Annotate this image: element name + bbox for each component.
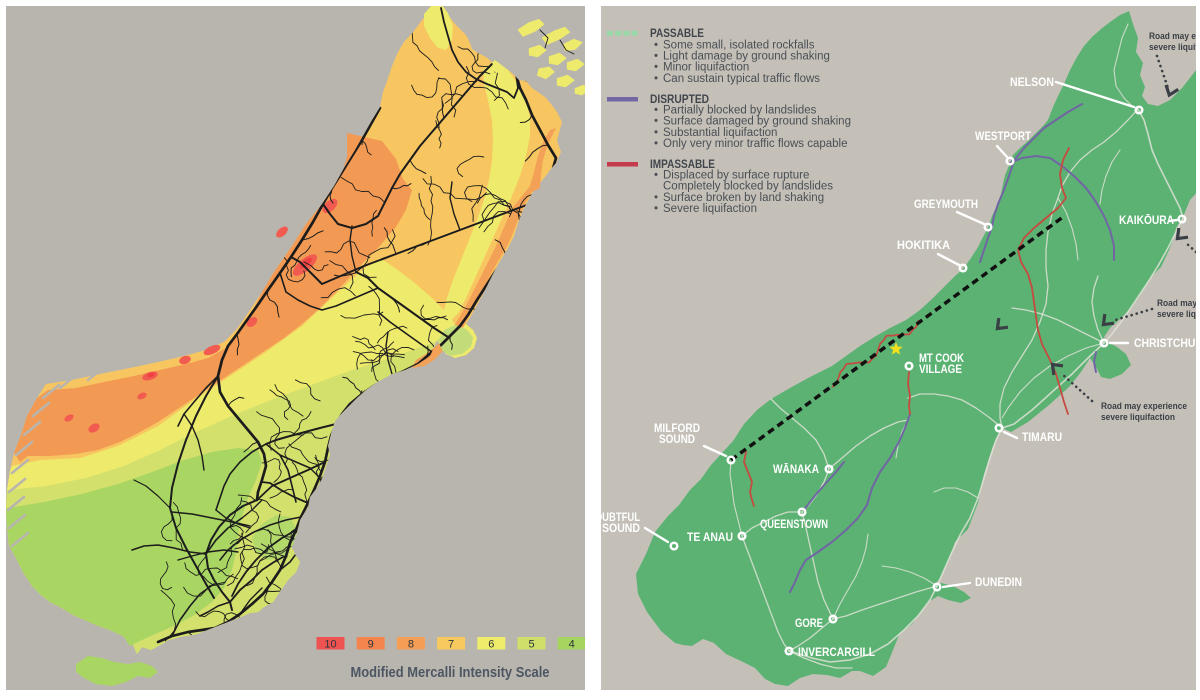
svg-text:•: • xyxy=(654,105,658,117)
svg-text:INVERCARGILL: INVERCARGILL xyxy=(798,647,875,659)
svg-text:KAIKŌURA: KAIKŌURA xyxy=(1119,215,1174,227)
svg-text:TE ANAU: TE ANAU xyxy=(687,532,733,544)
svg-text:MT COOK: MT COOK xyxy=(919,353,965,365)
svg-text:MILFORD: MILFORD xyxy=(654,423,700,435)
svg-text:Road may experience: Road may experience xyxy=(1101,401,1187,412)
svg-text:•: • xyxy=(654,127,658,139)
svg-text:•: • xyxy=(654,116,658,128)
svg-text:Surface damaged by ground shak: Surface damaged by ground shaking xyxy=(663,116,851,128)
svg-text:5: 5 xyxy=(528,639,534,651)
svg-text:Completely blocked by landslid: Completely blocked by landslides xyxy=(663,181,833,193)
svg-text:Minor liquifaction: Minor liquifaction xyxy=(663,62,749,74)
svg-text:HOKITIKA: HOKITIKA xyxy=(897,240,950,252)
svg-text:Road may experience: Road may experience xyxy=(1149,31,1200,42)
svg-text:6: 6 xyxy=(488,639,494,651)
svg-text:VILLAGE: VILLAGE xyxy=(919,364,962,376)
svg-text:9: 9 xyxy=(368,639,374,651)
svg-text:Partially blocked by landslide: Partially blocked by landslides xyxy=(663,105,817,117)
svg-text:8: 8 xyxy=(408,639,414,651)
svg-text:PASSABLE: PASSABLE xyxy=(650,28,704,40)
svg-text:TIMARU: TIMARU xyxy=(1022,432,1062,444)
svg-text:NELSON: NELSON xyxy=(1010,77,1054,89)
svg-text:WESTPORT: WESTPORT xyxy=(975,131,1031,143)
svg-text:Severe liquifaction: Severe liquifaction xyxy=(663,203,757,215)
svg-text:Surface broken by land shaking: Surface broken by land shaking xyxy=(663,192,824,204)
svg-text:•: • xyxy=(654,192,658,204)
svg-text:Substantial liquifaction: Substantial liquifaction xyxy=(663,127,777,139)
svg-text:Can sustain typical traffic fl: Can sustain typical traffic flows xyxy=(663,73,820,85)
svg-text:Modified Mercalli Intensity Sc: Modified Mercalli Intensity Scale xyxy=(351,665,550,681)
svg-text:Displaced by surface rupture: Displaced by surface rupture xyxy=(663,170,809,182)
svg-text:•: • xyxy=(654,39,658,51)
svg-text:IMPASSABLE: IMPASSABLE xyxy=(650,159,715,171)
svg-text:Only very minor traffic flows: Only very minor traffic flows capable xyxy=(663,138,848,150)
svg-text:•: • xyxy=(654,51,658,63)
svg-text:4: 4 xyxy=(569,639,575,651)
svg-text:QUEENSTOWN: QUEENSTOWN xyxy=(760,519,828,531)
svg-text:Some small, isolated rockfalls: Some small, isolated rockfalls xyxy=(663,39,815,51)
svg-text:DOUBTFUL: DOUBTFUL xyxy=(588,512,640,524)
svg-text:WĀNAKA: WĀNAKA xyxy=(773,464,819,476)
svg-text:7: 7 xyxy=(448,639,454,651)
svg-text:SOUND: SOUND xyxy=(602,523,640,535)
svg-text:CHRISTCHURCH: CHRISTCHURCH xyxy=(1134,338,1200,350)
svg-text:severe liquifaction: severe liquifaction xyxy=(1149,42,1200,53)
svg-text:•: • xyxy=(654,62,658,74)
svg-text:severe liquifaction: severe liquifaction xyxy=(1157,309,1200,320)
svg-text:DUNEDIN: DUNEDIN xyxy=(975,577,1022,589)
svg-text:GREYMOUTH: GREYMOUTH xyxy=(914,199,978,211)
svg-text:Light damage by ground shaking: Light damage by ground shaking xyxy=(663,51,830,63)
svg-text:•: • xyxy=(654,73,658,85)
svg-text:•: • xyxy=(654,203,658,215)
svg-text:DISRUPTED: DISRUPTED xyxy=(650,94,709,106)
svg-text:severe liquifaction: severe liquifaction xyxy=(1101,412,1175,423)
svg-text:GORE: GORE xyxy=(795,618,823,630)
svg-text:•: • xyxy=(654,170,658,182)
svg-text:•: • xyxy=(654,138,658,150)
svg-text:SOUND: SOUND xyxy=(659,434,695,446)
svg-text:Road may experience: Road may experience xyxy=(1157,298,1200,309)
svg-text:10: 10 xyxy=(324,639,336,651)
